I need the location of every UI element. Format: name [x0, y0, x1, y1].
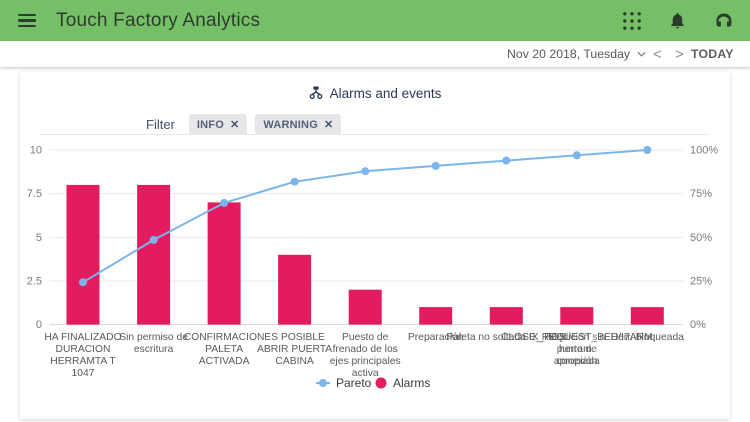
svg-text:0%: 0%: [690, 319, 706, 331]
svg-text:Pareto: Pareto: [336, 376, 372, 390]
svg-text:50%: 50%: [690, 232, 712, 244]
svg-text:7.5: 7.5: [27, 188, 42, 200]
svg-text:75%: 75%: [690, 188, 712, 200]
svg-text:Herr. bloqueada: Herr. bloqueada: [611, 332, 685, 343]
svg-text:100%: 100%: [690, 145, 718, 157]
svg-text:10: 10: [30, 145, 42, 157]
svg-text:Alarms: Alarms: [393, 376, 430, 390]
svg-text:0: 0: [36, 319, 42, 331]
svg-text:2.5: 2.5: [27, 275, 42, 287]
svg-text:5: 5: [36, 232, 42, 244]
svg-text:25%: 25%: [690, 275, 712, 287]
